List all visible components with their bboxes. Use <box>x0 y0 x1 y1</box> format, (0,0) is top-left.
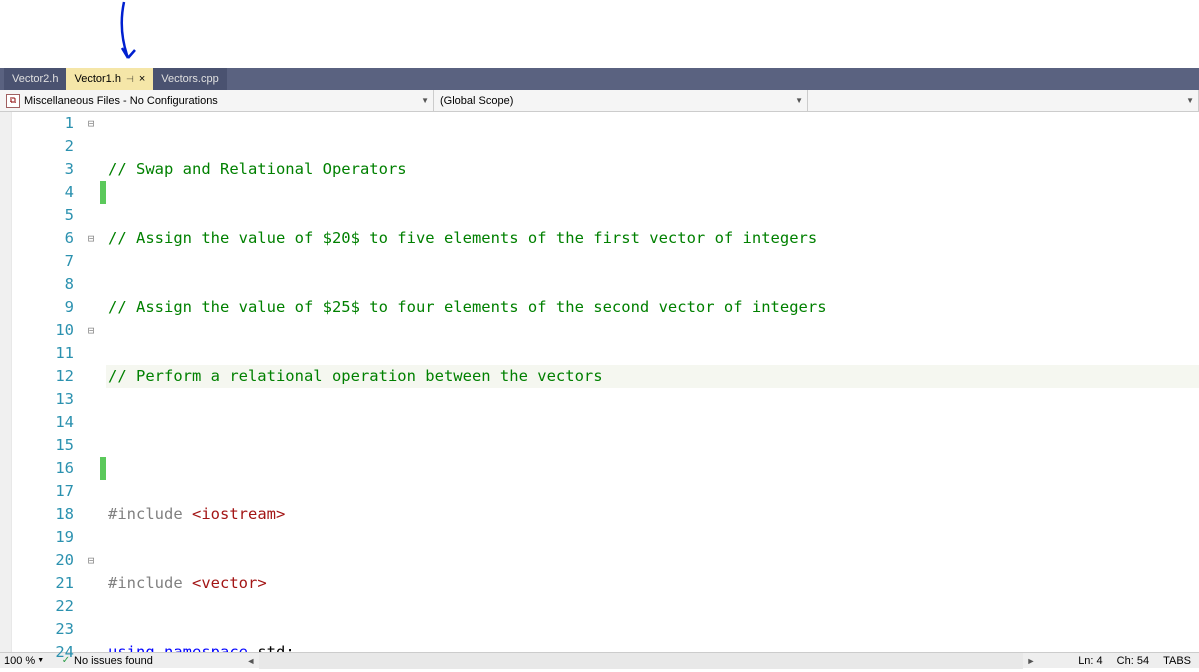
line-number: 3 <box>12 158 74 181</box>
line-number-gutter: 123456789101112131415161718192021222324 <box>12 112 82 652</box>
tab-vector2-h[interactable]: Vector2.h <box>4 68 66 90</box>
fold-toggle <box>82 296 100 319</box>
project-dropdown[interactable]: ⧉ Miscellaneous Files - No Configuration… <box>0 90 434 111</box>
code-editor: 123456789101112131415161718192021222324 … <box>0 112 1199 652</box>
code-text: #include <box>108 505 192 523</box>
fold-toggle <box>82 181 100 204</box>
fold-toggle[interactable]: ⊟ <box>82 227 100 250</box>
scroll-right-button[interactable]: ► <box>1023 653 1039 669</box>
fold-toggle <box>82 503 100 526</box>
code-text: std <box>257 643 285 652</box>
fold-toggle <box>82 273 100 296</box>
member-dropdown[interactable]: ▼ <box>808 90 1199 111</box>
line-number: 22 <box>12 595 74 618</box>
fold-toggle[interactable]: ⊟ <box>82 112 100 135</box>
document-tab-bar: Vector2.h Vector1.h ⊣ × Vectors.cpp <box>0 68 1199 90</box>
tab-vectors-cpp[interactable]: Vectors.cpp <box>153 68 226 90</box>
chevron-down-icon: ▼ <box>1186 96 1194 105</box>
code-text: // Perform a relational operation betwee… <box>108 367 603 385</box>
line-number: 19 <box>12 526 74 549</box>
tab-label: Vectors.cpp <box>161 73 218 85</box>
line-number: 20 <box>12 549 74 572</box>
fold-toggle <box>82 595 100 618</box>
fold-toggle <box>82 526 100 549</box>
line-number: 6 <box>12 227 74 250</box>
code-text: <vector> <box>192 574 267 592</box>
line-number: 9 <box>12 296 74 319</box>
line-number: 15 <box>12 434 74 457</box>
fold-toggle <box>82 434 100 457</box>
fold-toggle <box>82 204 100 227</box>
fold-toggle <box>82 457 100 480</box>
line-number: 7 <box>12 250 74 273</box>
tab-vector1-h[interactable]: Vector1.h ⊣ × <box>66 68 153 90</box>
annotation-area <box>0 0 1199 68</box>
line-number: 12 <box>12 365 74 388</box>
line-number: 5 <box>12 204 74 227</box>
fold-toggle <box>82 135 100 158</box>
fold-toggle[interactable]: ⊟ <box>82 319 100 342</box>
fold-toggle <box>82 572 100 595</box>
fold-toggle <box>82 411 100 434</box>
fold-toggle[interactable]: ⊟ <box>82 549 100 572</box>
code-text: namespace <box>155 643 258 652</box>
chevron-down-icon: ▼ <box>795 96 803 105</box>
fold-toggle <box>82 365 100 388</box>
line-number: 4 <box>12 181 74 204</box>
project-dropdown-label: Miscellaneous Files - No Configurations <box>24 95 218 107</box>
tabs-indicator: TABS <box>1163 655 1191 667</box>
pointer-arrow <box>100 0 160 68</box>
tab-label: Vector1.h <box>74 73 120 85</box>
line-number: 14 <box>12 411 74 434</box>
line-number: 11 <box>12 342 74 365</box>
issues-label: No issues found <box>72 655 153 667</box>
line-indicator: Ln: 4 <box>1078 655 1102 667</box>
code-text: #include <box>108 574 192 592</box>
line-number: 17 <box>12 480 74 503</box>
line-number: 8 <box>12 273 74 296</box>
scroll-left-button[interactable]: ◄ <box>243 653 259 669</box>
indicator-margin <box>0 112 12 652</box>
fold-toggle <box>82 480 100 503</box>
project-icon: ⧉ <box>6 94 20 108</box>
line-number: 21 <box>12 572 74 595</box>
scope-dropdown-label: (Global Scope) <box>440 95 513 107</box>
pin-icon[interactable]: ⊣ <box>126 74 134 85</box>
line-number: 13 <box>12 388 74 411</box>
zoom-dropdown[interactable]: 100 % ▼ <box>0 655 60 667</box>
code-text: // Swap and Relational Operators <box>108 160 407 178</box>
outlining-margin: ⊟ ⊟ ⊟ ⊟ <box>82 112 100 652</box>
line-number: 1 <box>12 112 74 135</box>
scope-dropdown[interactable]: (Global Scope) ▼ <box>434 90 808 111</box>
code-text-area[interactable]: // Swap and Relational Operators // Assi… <box>106 112 1199 652</box>
code-text: // Assign the value of $25$ to four elem… <box>108 298 827 316</box>
line-number: 16 <box>12 457 74 480</box>
horizontal-scroll-region: 100 % ▼ ✓ No issues found ◄ ► Ln: 4 Ch: … <box>0 652 1199 668</box>
line-number: 10 <box>12 319 74 342</box>
fold-toggle <box>82 388 100 411</box>
line-number: 23 <box>12 618 74 641</box>
fold-toggle <box>82 158 100 181</box>
zoom-label: 100 % <box>4 655 35 667</box>
fold-toggle <box>82 342 100 365</box>
code-text: <iostream> <box>192 505 285 523</box>
fold-toggle <box>82 618 100 641</box>
check-icon: ✓ <box>60 655 72 666</box>
code-text: ; <box>285 643 294 652</box>
fold-toggle <box>82 250 100 273</box>
code-text: // Assign the value of $20$ to five elem… <box>108 229 817 247</box>
column-indicator: Ch: 54 <box>1117 655 1149 667</box>
close-icon[interactable]: × <box>139 73 145 85</box>
line-number: 2 <box>12 135 74 158</box>
tab-label: Vector2.h <box>12 73 58 85</box>
scrollbar-track[interactable] <box>259 653 1023 669</box>
chevron-down-icon: ▼ <box>421 96 429 105</box>
line-number: 18 <box>12 503 74 526</box>
navigation-bar: ⧉ Miscellaneous Files - No Configuration… <box>0 90 1199 112</box>
chevron-down-icon: ▼ <box>37 657 44 664</box>
code-text: using <box>108 643 155 652</box>
